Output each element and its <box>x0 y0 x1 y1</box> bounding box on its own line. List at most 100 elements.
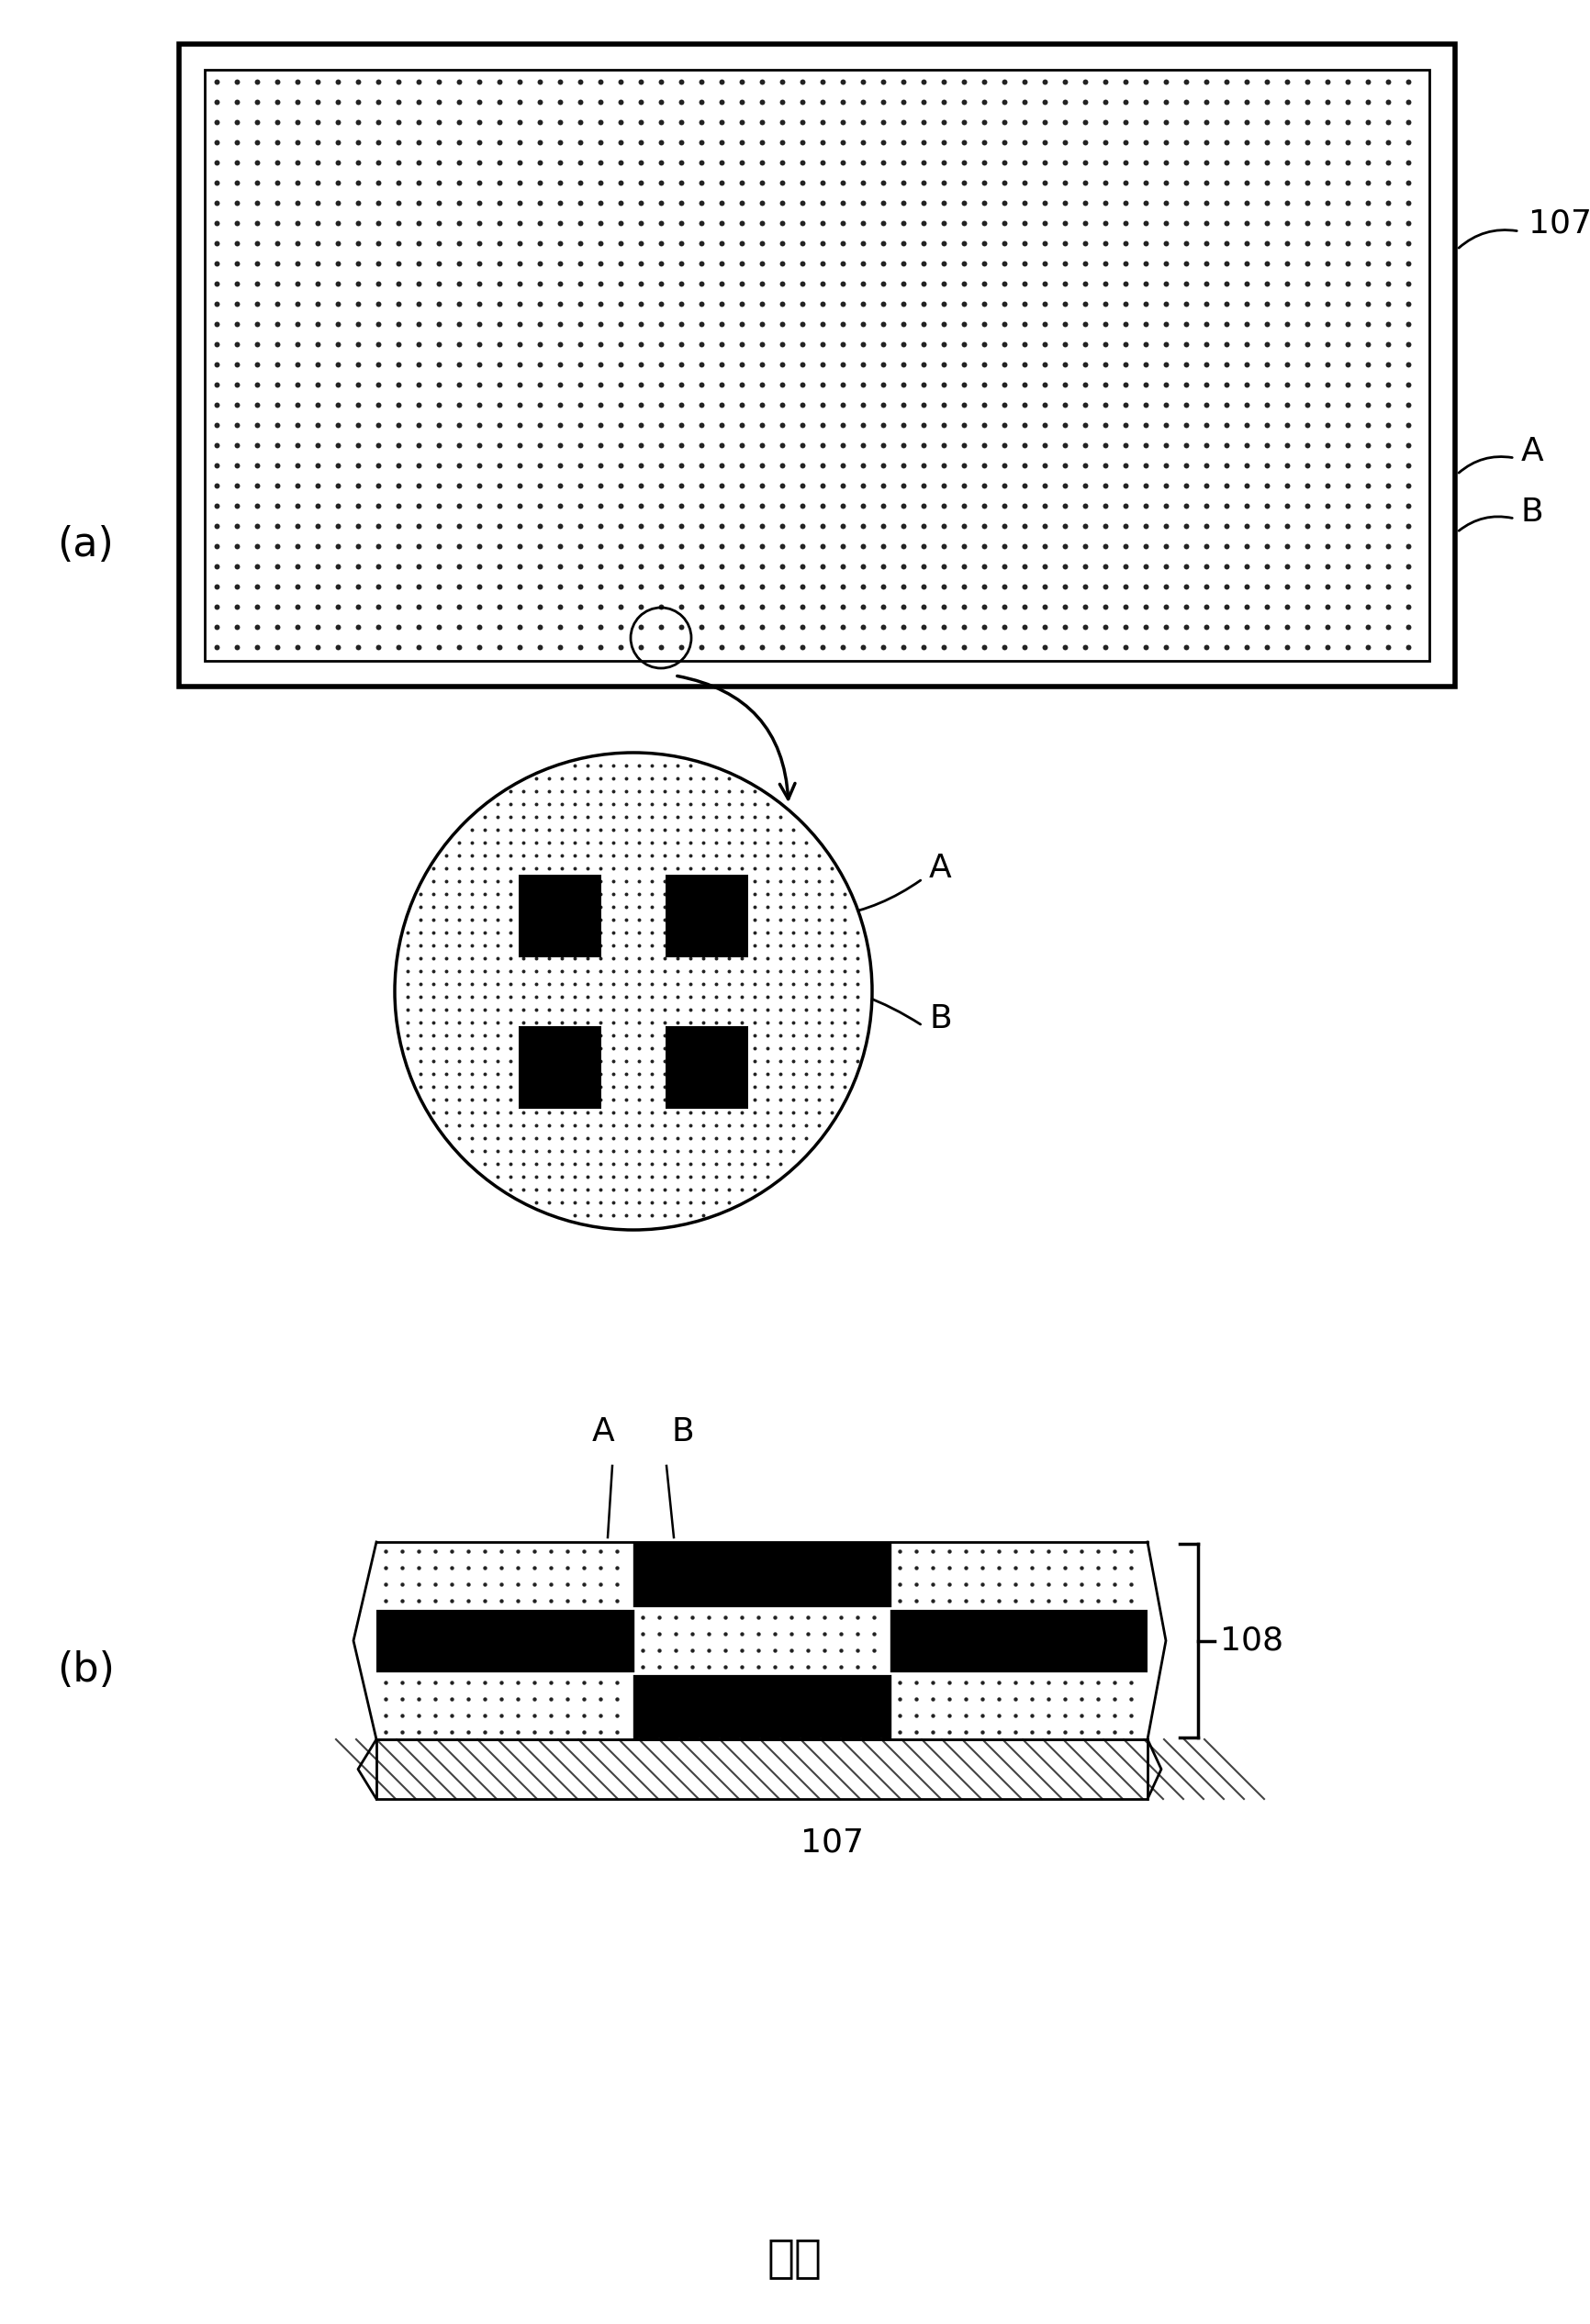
Point <box>426 144 452 181</box>
Point <box>628 609 653 646</box>
Point <box>324 265 350 302</box>
Point <box>549 825 574 862</box>
Point <box>1213 184 1239 221</box>
Point <box>639 746 665 783</box>
Point <box>245 365 270 402</box>
Point <box>588 1095 614 1132</box>
Point <box>407 1030 432 1067</box>
Point <box>668 365 693 402</box>
Point <box>688 528 714 565</box>
Point <box>832 1030 857 1067</box>
Point <box>601 837 626 874</box>
Point <box>245 386 270 423</box>
Point <box>526 365 552 402</box>
Point <box>890 386 916 423</box>
Point <box>434 1055 460 1092</box>
Point <box>204 407 229 444</box>
Point <box>703 1016 728 1053</box>
Point <box>264 609 289 646</box>
Point <box>507 144 533 181</box>
Bar <box>377 1543 1148 1738</box>
Point <box>1274 286 1299 323</box>
Point <box>394 939 420 976</box>
Point <box>405 244 431 281</box>
Point <box>571 1713 596 1750</box>
Point <box>405 304 431 342</box>
Point <box>1173 467 1199 504</box>
Point <box>472 1550 498 1587</box>
Point <box>1396 165 1421 202</box>
Point <box>568 346 593 383</box>
Point <box>386 184 412 221</box>
Point <box>1396 244 1421 281</box>
Point <box>768 837 793 874</box>
Point <box>426 265 452 302</box>
Point <box>639 1183 665 1220</box>
Point <box>781 1120 806 1157</box>
Point <box>1068 1664 1094 1701</box>
Point <box>951 346 976 383</box>
Point <box>755 902 781 939</box>
Point <box>992 123 1018 160</box>
Point <box>755 1095 781 1132</box>
Point <box>1355 407 1380 444</box>
Point <box>485 1146 510 1183</box>
Point <box>1213 84 1239 121</box>
Point <box>806 964 832 1002</box>
Point <box>790 144 816 181</box>
Point <box>730 365 755 402</box>
Point <box>1255 507 1280 544</box>
Point <box>809 346 835 383</box>
Point <box>426 567 452 604</box>
Point <box>743 1055 768 1092</box>
Point <box>1274 507 1299 544</box>
Point <box>285 548 310 586</box>
Point <box>366 507 391 544</box>
Point <box>614 913 639 951</box>
Point <box>561 876 587 913</box>
Point <box>405 627 431 665</box>
Point <box>1396 346 1421 383</box>
Point <box>1336 407 1361 444</box>
Point <box>1355 528 1380 565</box>
Point <box>1153 63 1178 100</box>
Text: A: A <box>929 853 952 883</box>
Point <box>305 286 331 323</box>
Point <box>561 978 587 1016</box>
Point <box>601 1146 626 1183</box>
Point <box>688 507 714 544</box>
Point <box>1102 1680 1127 1717</box>
Point <box>1153 407 1178 444</box>
Point <box>677 1197 703 1234</box>
Point <box>1134 304 1159 342</box>
Point <box>1355 123 1380 160</box>
Point <box>709 407 735 444</box>
Point <box>547 627 572 665</box>
Point <box>1315 84 1340 121</box>
Point <box>498 888 523 925</box>
Point <box>604 1532 630 1569</box>
Point <box>903 1713 929 1750</box>
Point <box>204 244 229 281</box>
Point <box>1153 386 1178 423</box>
Point <box>204 446 229 483</box>
Point <box>911 386 937 423</box>
Point <box>1134 346 1159 383</box>
Point <box>703 760 728 797</box>
Point <box>652 1016 677 1053</box>
Point <box>305 105 331 142</box>
Point <box>1315 627 1340 665</box>
Point <box>523 1069 549 1106</box>
Point <box>366 609 391 646</box>
Point <box>1336 548 1361 586</box>
Point <box>345 225 370 263</box>
Point <box>649 205 674 242</box>
Point <box>1375 205 1401 242</box>
Point <box>510 1004 536 1041</box>
Point <box>806 1043 832 1081</box>
Point <box>485 888 510 925</box>
Point <box>555 1532 580 1569</box>
Point <box>1234 265 1259 302</box>
Point <box>932 588 957 625</box>
Point <box>649 446 674 483</box>
